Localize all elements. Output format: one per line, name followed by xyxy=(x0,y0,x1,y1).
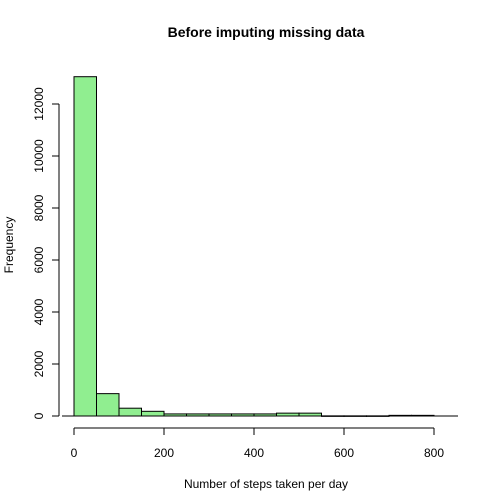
y-tick-label: 6000 xyxy=(32,246,46,273)
histogram-bars xyxy=(73,76,435,417)
x-tick-label: 600 xyxy=(334,446,354,460)
y-tick-label: 8000 xyxy=(32,194,46,221)
y-axis-label: Frequency xyxy=(2,217,16,274)
histogram-bar xyxy=(96,393,120,417)
x-tick-label: 400 xyxy=(244,446,264,460)
y-axis: 0 2000 4000 6000 8000 10000 12000 xyxy=(32,87,60,419)
y-tick-label: 4000 xyxy=(32,298,46,325)
x-axis: 0 200 400 600 800 xyxy=(62,415,458,460)
histogram-bar xyxy=(118,407,142,417)
histogram-bar xyxy=(141,410,165,417)
x-axis-label: Number of steps taken per day xyxy=(184,477,348,491)
y-tick-label: 12000 xyxy=(32,87,46,121)
x-tick-label: 800 xyxy=(424,446,444,460)
x-tick-label: 0 xyxy=(71,446,78,460)
chart-title: Before imputing missing data xyxy=(168,24,365,40)
histogram-bar xyxy=(73,76,97,417)
y-tick-label: 0 xyxy=(32,412,46,419)
x-tick-label: 200 xyxy=(154,446,174,460)
y-tick-label: 2000 xyxy=(32,350,46,377)
y-tick-label: 10000 xyxy=(32,139,46,173)
